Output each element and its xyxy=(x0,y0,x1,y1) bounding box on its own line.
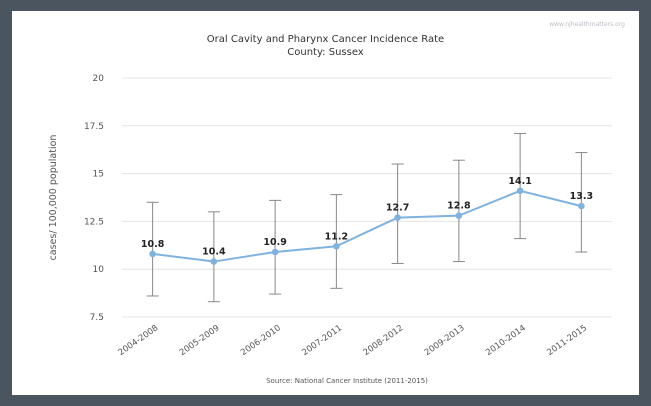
x-tick-label: 2011-2015 xyxy=(545,323,589,358)
data-label: 10.4 xyxy=(202,247,226,258)
chart-subtitle: County: Sussex xyxy=(287,47,364,58)
data-point xyxy=(578,202,585,210)
line-chart: 7.5 10 12.5 15 17.5 20 cases/ 100,000 populati… xyxy=(48,74,612,385)
x-tick-label: 2005-2009 xyxy=(178,323,222,358)
data-point xyxy=(516,187,524,195)
data-point xyxy=(394,214,401,221)
chart-panel: www.njhealthmatters.org Oral Cavity and … xyxy=(12,11,639,395)
y-tick-label: 20 xyxy=(93,74,105,84)
y-tick-label: 15 xyxy=(93,170,104,180)
data-point xyxy=(333,242,340,250)
data-point xyxy=(149,250,156,258)
data-label: 10.9 xyxy=(263,237,286,248)
y-tick-label: 17.5 xyxy=(84,122,104,132)
watermark: www.njhealthmatters.org xyxy=(549,21,625,28)
y-tick-label: 10 xyxy=(93,265,105,275)
x-tick-label: 2004-2008 xyxy=(117,323,161,358)
source-note: Source: National Cancer Institute (2011-… xyxy=(266,377,428,385)
x-tick-label: 2010-2014 xyxy=(484,323,528,358)
y-tick-label: 7.5 xyxy=(90,313,104,323)
data-label: 10.8 xyxy=(141,239,165,250)
x-tick-label: 2006-2010 xyxy=(239,323,283,358)
x-tick-label: 2009-2013 xyxy=(423,323,467,358)
x-tick-label: 2008-2012 xyxy=(362,323,406,358)
y-tick-label: 12.5 xyxy=(84,217,104,227)
data-label: 11.2 xyxy=(325,231,348,242)
data-label: 12.7 xyxy=(386,203,409,214)
chart-header: Oral Cavity and Pharynx Cancer Incidence… xyxy=(12,33,639,59)
chart-title: Oral Cavity and Pharynx Cancer Incidence… xyxy=(206,34,445,45)
x-tick-label: 2007-2011 xyxy=(300,323,344,358)
data-point xyxy=(455,212,463,219)
data-label: 12.8 xyxy=(447,201,471,212)
y-axis-label: cases/ 100,000 population xyxy=(48,135,59,261)
data-label: 13.3 xyxy=(570,191,593,202)
data-label: 14.1 xyxy=(508,176,531,187)
series-line xyxy=(152,189,582,263)
data-point xyxy=(271,248,279,256)
data-point xyxy=(210,258,218,265)
